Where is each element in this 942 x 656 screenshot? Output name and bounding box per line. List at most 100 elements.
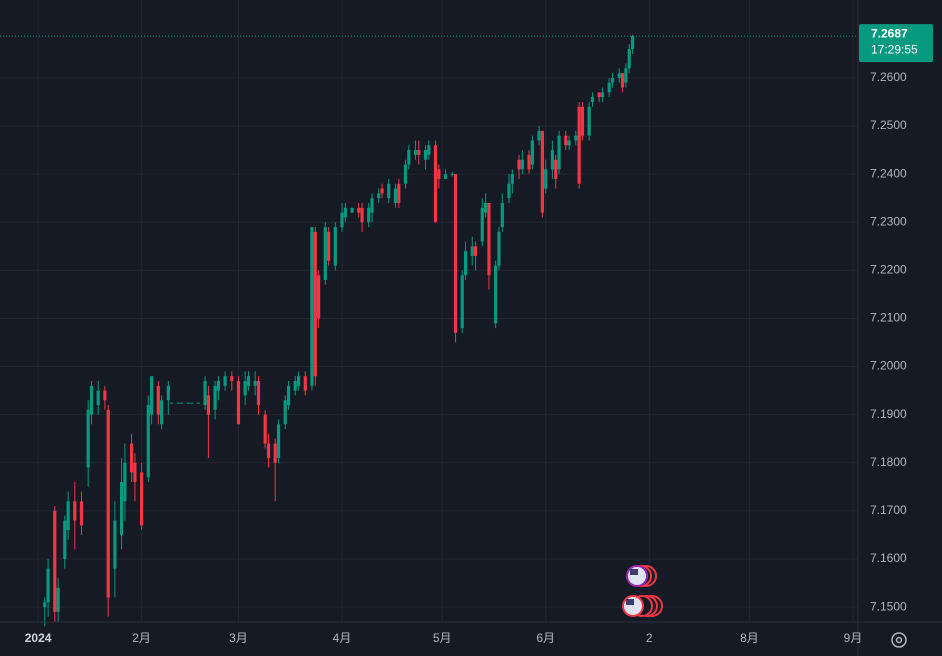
- candles: [43, 34, 635, 627]
- candle-body: [527, 154, 531, 170]
- candle-body: [103, 390, 107, 401]
- candle-body: [243, 380, 247, 396]
- candle-body: [407, 150, 411, 165]
- candle-body: [283, 400, 287, 425]
- candle-body: [196, 402, 200, 404]
- candle-body: [437, 169, 441, 179]
- y-tick-label: 7.1900: [870, 407, 907, 421]
- candle-body: [246, 376, 251, 386]
- y-tick-label: 7.1600: [870, 551, 907, 565]
- candle-body: [166, 385, 170, 401]
- candle-body: [587, 106, 591, 136]
- y-tick-label: 7.1800: [870, 455, 907, 469]
- candle-body: [480, 207, 484, 242]
- candle-body: [343, 207, 347, 218]
- y-tick-label: 7.2400: [870, 166, 907, 180]
- candle-body: [520, 159, 524, 170]
- y-tick-label: 7.2600: [870, 70, 907, 84]
- candle-body: [590, 97, 595, 102]
- flag-canton: [626, 599, 634, 605]
- candle-body: [327, 231, 331, 261]
- x-tick-label: 4月: [333, 631, 352, 645]
- settings-button[interactable]: [891, 632, 907, 648]
- candle-body: [393, 188, 398, 204]
- candle-body: [296, 376, 301, 386]
- candle-body: [554, 159, 558, 179]
- candle-body: [617, 73, 621, 78]
- candle-body: [79, 501, 84, 526]
- candle-body: [73, 501, 77, 521]
- candle-body: [567, 140, 571, 146]
- candle-body: [63, 520, 67, 559]
- candle-body: [517, 159, 521, 170]
- last-price-label: 7.2687: [871, 26, 908, 40]
- candle-body: [600, 92, 605, 98]
- candle-body: [140, 472, 144, 526]
- candle-body: [473, 246, 478, 256]
- candle-body: [276, 424, 281, 458]
- candle-body: [580, 106, 585, 136]
- candle-body: [106, 409, 110, 598]
- candle-body: [620, 73, 625, 88]
- candle-body: [494, 265, 498, 324]
- candle-body: [387, 183, 391, 199]
- candle-body: [56, 587, 60, 612]
- candle-body: [96, 390, 100, 406]
- candle-body: [206, 395, 211, 415]
- countdown-label: 17:29:55: [871, 42, 918, 56]
- y-tick-label: 7.2000: [870, 359, 907, 373]
- candle-body: [160, 400, 164, 425]
- candle-body: [453, 174, 458, 333]
- candle-body: [470, 246, 474, 256]
- candle-body: [557, 135, 561, 170]
- candle-body: [286, 385, 291, 406]
- event-icons[interactable]: [622, 565, 663, 617]
- candle-body: [564, 135, 568, 146]
- candle-body: [624, 68, 628, 83]
- candle-body: [236, 380, 241, 425]
- candle-body: [433, 145, 438, 223]
- candle-body: [540, 130, 544, 213]
- candle-body: [43, 602, 47, 608]
- candle-body: [367, 207, 371, 223]
- candle-body: [610, 77, 615, 83]
- candle-body: [253, 380, 257, 386]
- candle-body: [180, 402, 184, 404]
- candle-body: [213, 385, 217, 410]
- candle-body: [427, 145, 431, 155]
- candle-body: [574, 135, 578, 141]
- candle-body: [310, 227, 314, 386]
- candle-body: [507, 183, 511, 199]
- candle-body: [313, 231, 317, 377]
- candle-body: [484, 203, 488, 213]
- candle-body: [460, 275, 464, 329]
- candle-body: [370, 198, 374, 213]
- candle-body: [133, 462, 137, 483]
- candle-body: [266, 443, 271, 458]
- last-price-box: [859, 24, 933, 63]
- candle-body: [89, 385, 94, 415]
- settings-icon[interactable]: [891, 632, 907, 648]
- candle-body: [360, 207, 364, 223]
- y-tick-label: 7.2300: [870, 214, 907, 228]
- candle-body: [317, 275, 321, 319]
- candle-body: [256, 380, 261, 406]
- candle-body: [170, 402, 174, 404]
- candle-body: [417, 150, 421, 155]
- candle-body: [357, 207, 361, 213]
- candle-body: [176, 402, 180, 404]
- candle-body: [333, 227, 337, 266]
- candle-body: [323, 227, 327, 280]
- candle-body: [216, 380, 221, 391]
- candle-body: [597, 92, 601, 98]
- candle-body: [123, 462, 127, 502]
- candle-body: [146, 405, 150, 478]
- candle-body: [223, 376, 227, 386]
- candle-body: [53, 510, 57, 612]
- candle-body: [293, 380, 297, 391]
- candle-body: [544, 169, 548, 189]
- candle-body: [263, 414, 267, 444]
- x-tick-label: 8月: [740, 631, 759, 645]
